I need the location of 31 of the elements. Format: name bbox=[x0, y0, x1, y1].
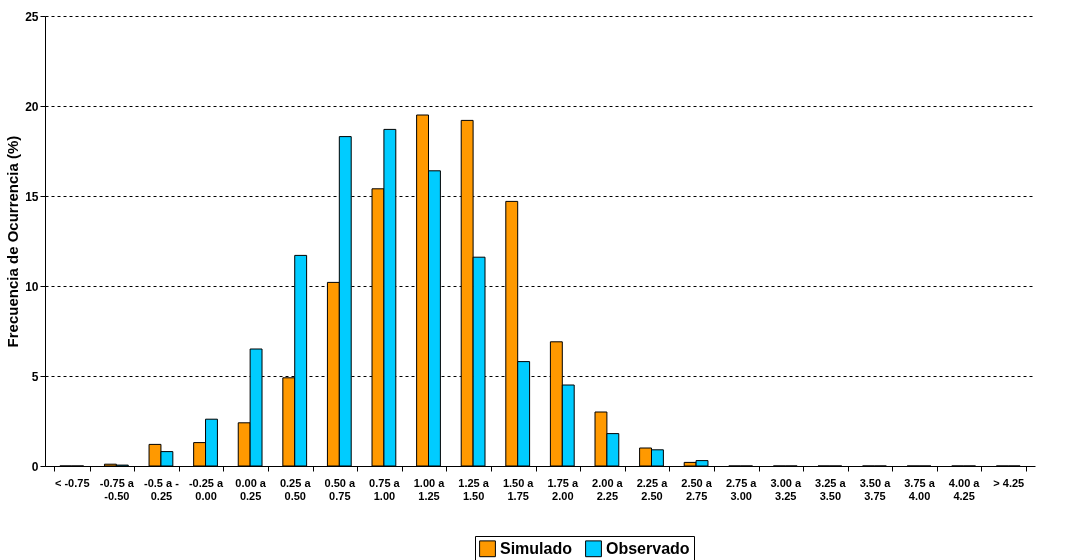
x-tick-label: -0.25 a 0.00 bbox=[188, 476, 225, 502]
x-tick-label: 0.25 a 0.50 bbox=[279, 476, 312, 502]
x-tick-label: 2.75 a 3.00 bbox=[725, 476, 758, 502]
x-tick-label: 1.75 a 2.00 bbox=[547, 476, 579, 502]
y-tick-label: 10 bbox=[25, 279, 39, 294]
y-tick-label: 0 bbox=[31, 459, 39, 474]
x-tick-label: 1.50 a 1.75 bbox=[502, 476, 535, 502]
y-tick-label: 5 bbox=[31, 369, 39, 384]
x-tick-label: 0.00 a 0.25 bbox=[235, 476, 267, 502]
x-tick-label: 3.50 a 3.75 bbox=[859, 476, 892, 502]
x-tick-label: 1.00 a 1.25 bbox=[413, 476, 446, 502]
x-tick-label: 2.00 a 2.25 bbox=[592, 476, 624, 502]
y-tick-label: 15 bbox=[25, 189, 39, 204]
x-tick-label: 1.25 a 1.50 bbox=[458, 476, 490, 502]
x-tick-label: 3.75 a 4.00 bbox=[904, 476, 936, 502]
y-tick-label: 20 bbox=[25, 99, 39, 114]
x-tick-label: 0.75 a 1.00 bbox=[369, 476, 401, 502]
x-tick-label: -0.5 a - 0.25 bbox=[144, 476, 180, 502]
legend-label: Simulado bbox=[500, 539, 573, 557]
x-tick-label: 0.50 a 0.75 bbox=[324, 476, 356, 502]
x-tick-label: 2.50 a 2.75 bbox=[681, 476, 713, 502]
y-axis-title: Frecuencia de Ocurrencia (%) bbox=[4, 135, 22, 348]
x-tick-label: 2.25 a 2.50 bbox=[636, 476, 669, 502]
x-tick-label: 4.00 a 4.25 bbox=[948, 476, 981, 502]
x-tick-label: 3.00 a 3.25 bbox=[770, 476, 802, 502]
x-tick-label: 3.25 a 3.50 bbox=[815, 476, 847, 502]
y-tick-label: 25 bbox=[25, 9, 39, 24]
x-tick-label: < -0.75 bbox=[54, 476, 90, 489]
legend-label: Observado bbox=[606, 539, 690, 557]
x-tick-label: > 4.25 bbox=[993, 476, 1025, 489]
x-tick-label: -0.75 a -0.50 bbox=[99, 476, 135, 502]
